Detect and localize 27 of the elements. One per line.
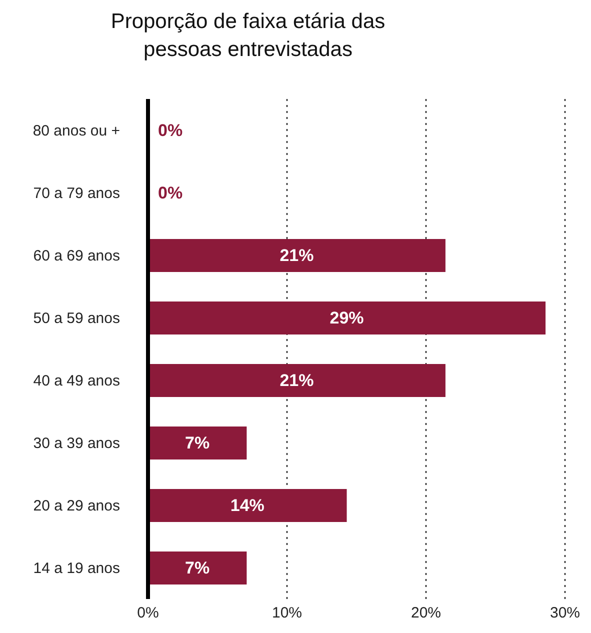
bar [148,364,446,397]
data-label: 21% [280,246,314,266]
bar [148,552,247,584]
y-tick-label: 60 a 69 anos [33,248,120,265]
data-label: 0% [158,184,183,203]
chart-title: Proporção de faixa etária das pessoas entrevistadas [110,9,386,63]
data-label: 29% [330,308,364,328]
data-label: 7% [185,434,210,453]
data-label: 21% [280,371,314,390]
bar [148,489,347,522]
data-label: 7% [185,558,210,578]
y-tick-label: 80 anos ou + [32,122,120,140]
x-tick-label: 0% [137,604,159,622]
bar [148,302,546,334]
x-tick-label: 30% [550,604,580,622]
y-tick-label: 50 a 59 anos [33,310,120,328]
y-tick-label: 30 a 39 anos [33,435,120,452]
bar [148,426,247,460]
data-label: 0% [158,121,183,140]
y-tick-label: 20 a 29 anos [33,498,120,515]
x-tick-label: 20% [410,604,442,622]
y-tick-label: 14 a 19 anos [33,560,120,578]
y-tick-label: 40 a 49 anos [33,372,120,390]
data-label: 14% [230,496,264,516]
y-tick-label: 70 a 79 anos [33,185,120,202]
x-tick-label: 10% [272,604,302,622]
bar [148,239,446,272]
